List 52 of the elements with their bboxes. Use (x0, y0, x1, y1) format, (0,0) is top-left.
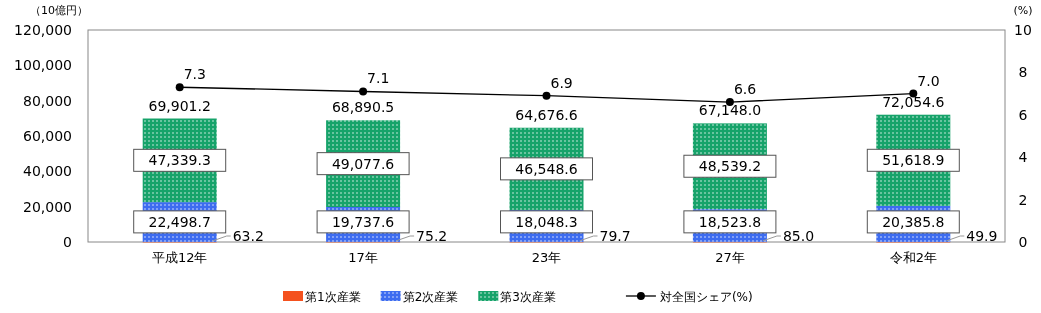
point (542, 91, 551, 100)
x-tick-label: 17年 (348, 250, 378, 265)
data-label: 51,618.9 (882, 152, 945, 169)
data-label: 6.6 (733, 81, 757, 98)
data-label: 49.9 (966, 228, 998, 244)
x-tick-label: 27年 (715, 250, 745, 265)
data-label: 20,385.8 (882, 213, 945, 230)
total-label: 68,890.5 (331, 99, 395, 116)
y2-axis-title: (%) (1013, 4, 1033, 17)
y2-tick-label: 0 (1018, 234, 1028, 250)
y2-tick-label: 2 (1018, 191, 1028, 208)
data-label: 48,539.2 (698, 158, 762, 175)
data-label: 79.7 (599, 228, 631, 244)
legend-label: 対全国シェア(%) (659, 290, 753, 304)
data-label: 85.0 (782, 228, 815, 244)
y-tick-label: 100,000 (14, 57, 72, 74)
y2-tick-label: 4 (1018, 149, 1028, 166)
legend-label: 第2次産業 (402, 290, 459, 304)
y-tick-label: 80,000 (23, 92, 72, 109)
data-label: 7.1 (367, 70, 390, 87)
data-label: 6.9 (550, 74, 573, 91)
data-label: 18,523.8 (698, 213, 762, 230)
data-label: 18,048.3 (515, 213, 578, 230)
total-label: 64,676.6 (515, 106, 578, 123)
total-label: 72,054.6 (882, 93, 945, 110)
x-tick-label: 令和2年 (889, 250, 937, 265)
data-label: 47,339.3 (148, 152, 211, 169)
data-label: 75.2 (416, 228, 448, 244)
data-label: 22,498.7 (148, 213, 211, 230)
total-label: 69,901.2 (148, 97, 211, 114)
data-label: 49,077.6 (331, 155, 395, 172)
y-tick-label: 60,000 (23, 128, 72, 144)
data-label: 7.3 (183, 66, 206, 83)
data-label: 19,737.6 (331, 213, 395, 230)
y2-tick-label: 10 (1014, 22, 1032, 38)
y-axis-title: （10億円） (30, 4, 88, 17)
y2-tick-label: 8 (1018, 64, 1028, 81)
data-label: 7.0 (917, 72, 940, 89)
x-tick-label: 23年 (531, 250, 562, 265)
y2-tick-label: 6 (1018, 106, 1028, 123)
total-label: 67,148.0 (698, 102, 762, 119)
y-tick-label: 120,000 (14, 22, 72, 38)
y-tick-label: 20,000 (23, 198, 72, 215)
y-tick-label: 40,000 (23, 163, 72, 180)
data-label: 63.2 (232, 228, 264, 244)
data-label: 46,548.6 (515, 160, 578, 177)
y-tick-label: 0 (63, 234, 72, 250)
point (175, 83, 184, 92)
legend-label: 第3次産業 (500, 290, 556, 304)
point (359, 87, 368, 96)
legend-label: 第1次産業 (305, 290, 361, 304)
x-tick-label: 平成12年 (151, 250, 208, 265)
